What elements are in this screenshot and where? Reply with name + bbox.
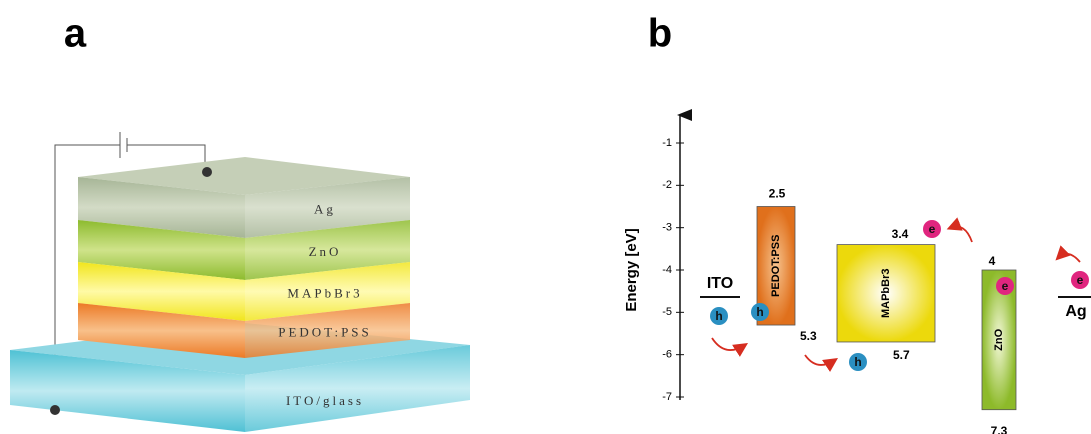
tick-label: -6 — [662, 349, 672, 361]
layer-name: ZnO — [993, 328, 1005, 350]
charge-label: e — [929, 222, 936, 236]
level-value: 3.4 — [892, 227, 909, 241]
level-value: 2.5 — [769, 187, 786, 201]
axis-title: Energy [eV] — [623, 228, 640, 311]
layer-label: Ag — [314, 201, 336, 216]
charge-label: e — [1002, 279, 1009, 293]
charge-label: h — [854, 355, 861, 369]
layer-label: ZnO — [309, 244, 342, 259]
layer-name: PEDOT:PSS — [770, 235, 782, 297]
contact — [50, 405, 60, 415]
tick-label: -1 — [662, 137, 672, 149]
figure: a b ITO/glass Ag ZnO MAPbBr3 PEDOT:PSS Energ… — [0, 0, 1091, 434]
tick-label: -5 — [662, 306, 672, 318]
level-value: 5.3 — [800, 329, 817, 343]
charge-label: e — [1077, 273, 1084, 287]
electrode-label: Ag — [1065, 303, 1086, 320]
band-diagram: Energy [eV] ITO Ag -1 -2 -3 -4 -5 -6 -7 PEDOT:P… — [623, 115, 1091, 434]
panel-label: b — [648, 12, 672, 56]
charge-label: h — [715, 309, 722, 323]
layer-name: MAPbBr3 — [880, 269, 892, 319]
layer-label: ITO/glass — [286, 393, 364, 408]
layer-label: PEDOT:PSS — [278, 324, 372, 339]
electrode-label: ITO — [707, 275, 733, 292]
panel-label: a — [64, 12, 87, 56]
level-value: 7.3 — [991, 424, 1008, 434]
level-value: 4 — [989, 254, 996, 268]
device-stack: ITO/glass Ag ZnO MAPbBr3 PEDOT:PSS — [10, 157, 470, 432]
tick-label: -7 — [662, 391, 672, 403]
tick-label: -3 — [662, 222, 672, 234]
contact — [202, 167, 212, 177]
layer-label: MAPbBr3 — [287, 285, 362, 300]
tick-label: -4 — [662, 264, 672, 276]
charge-label: h — [756, 305, 763, 319]
level-value: 5.7 — [893, 348, 910, 362]
tick-label: -2 — [662, 179, 672, 191]
